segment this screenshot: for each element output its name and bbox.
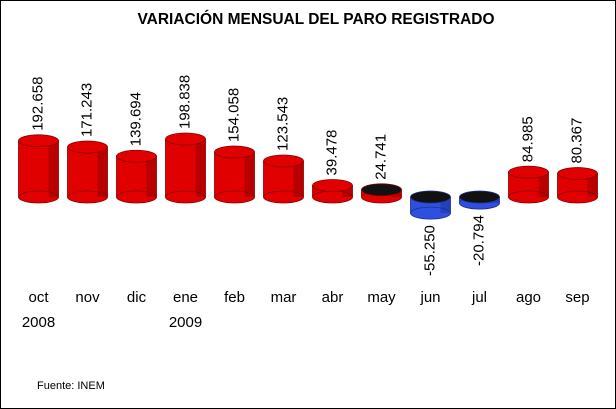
x-tick-label: abr [322,289,344,306]
bar-bottom [557,190,598,204]
bar-cylinder [116,149,157,204]
x-tick-label: ene [173,289,198,306]
x-tick-label: jul [471,289,487,306]
x-tick-label: feb [224,289,245,306]
bar-top [508,165,549,179]
bar-cylinder [410,190,451,220]
bar-cylinder [459,190,500,210]
bar-shade [195,139,206,197]
x-tick-label: mar [271,289,297,306]
data-label: 84.985 [519,116,536,162]
data-label: -55.250 [421,225,438,276]
x-tick-label: oct [28,289,49,306]
bar-bottom [508,190,549,204]
bar-top [116,149,157,163]
data-label: 198.838 [176,75,193,129]
data-label: 80.367 [568,118,585,164]
bar-shade [244,152,255,197]
bar-top [18,134,59,148]
bar-shade [440,197,451,214]
data-label: 123.543 [274,97,291,151]
source-note: Fuente: INEM [37,380,105,392]
bar-shade [146,156,157,197]
chart-title: VARIACIÓN MENSUAL DEL PARO REGISTRADO [137,10,494,28]
x-tick-label: sep [565,289,589,306]
data-label: 192.658 [29,77,46,131]
bar-bottom [67,190,108,204]
x-tick-year: 2009 [169,314,202,331]
bar-cylinder [508,165,549,204]
bar-top [312,179,353,192]
x-tick-label: dic [127,289,147,306]
bar-shade [342,185,353,197]
bar-shade [538,172,549,197]
bar-bottom [410,206,451,220]
data-label: 139.694 [127,92,144,146]
bar [18,140,59,198]
bar-cylinder [18,134,59,204]
bar-top [214,145,255,159]
x-tick-label: jun [419,289,440,306]
bar-top [263,154,304,168]
bar-cylinder [263,154,304,204]
bar-top [459,190,500,204]
bar-cylinder [165,132,206,204]
data-label: -20.794 [470,215,487,266]
bar-top [361,183,402,197]
x-tick-label: ago [516,289,541,306]
bar-shade [587,173,598,197]
bar-cylinder [312,179,353,204]
bar-bottom [214,190,255,204]
bar-top [410,190,451,204]
bar-bottom [263,190,304,204]
bar-cylinder [557,167,598,204]
bar-cylinder [214,145,255,204]
x-tick-year: 2008 [22,314,55,331]
bar-top [165,132,206,146]
bar-shade [48,140,59,197]
data-label: 24.741 [372,134,389,180]
bar-bottom [165,190,206,204]
x-tick-label: may [367,289,396,306]
bar-top [557,167,598,180]
x-tick-label: nov [75,289,100,306]
data-label: 39.478 [323,130,340,176]
bar-top [67,140,108,154]
bar-cylinder [361,183,402,204]
bar-shade [97,147,108,197]
bar [116,155,157,198]
data-label: 171.243 [78,83,95,137]
data-label: 154.058 [225,88,242,142]
bar-cylinder [67,140,108,204]
bar-bottom [116,190,157,204]
bar-bottom [18,190,59,204]
bar-shade [293,160,304,197]
